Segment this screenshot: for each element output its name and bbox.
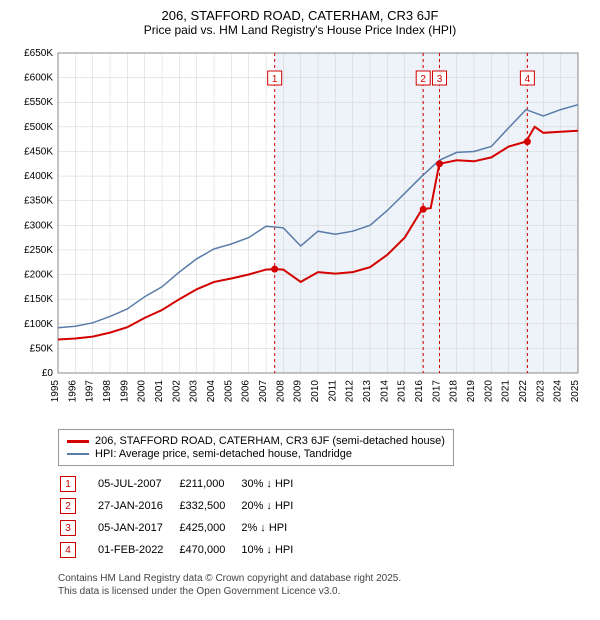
svg-text:2016: 2016 (414, 380, 425, 403)
chart-subtitle: Price paid vs. HM Land Registry's House … (8, 23, 592, 37)
chart-title: 206, STAFFORD ROAD, CATERHAM, CR3 6JF (8, 8, 592, 23)
marker-delta: 2% ↓ HPI (241, 518, 307, 538)
svg-text:2009: 2009 (293, 380, 304, 403)
svg-text:2020: 2020 (483, 380, 494, 403)
svg-text:2015: 2015 (397, 380, 408, 403)
svg-text:£300K: £300K (24, 220, 53, 231)
svg-text:£250K: £250K (24, 245, 53, 256)
svg-text:2007: 2007 (258, 380, 269, 403)
marker-id-cell: 2 (60, 496, 96, 516)
svg-text:1996: 1996 (67, 380, 78, 403)
svg-text:2008: 2008 (275, 380, 286, 403)
svg-text:1: 1 (272, 74, 278, 85)
svg-text:2005: 2005 (223, 380, 234, 403)
marker-price: £332,500 (179, 496, 239, 516)
svg-text:1998: 1998 (102, 380, 113, 403)
marker-price: £470,000 (179, 540, 239, 560)
marker-date: 27-JAN-2016 (98, 496, 177, 516)
marker-box-icon: 2 (60, 498, 76, 514)
svg-text:£600K: £600K (24, 73, 53, 84)
svg-text:£400K: £400K (24, 171, 53, 182)
svg-text:2024: 2024 (553, 380, 564, 403)
svg-text:2011: 2011 (327, 380, 338, 402)
svg-text:1999: 1999 (119, 380, 130, 403)
marker-id-cell: 1 (60, 474, 96, 494)
svg-text:£550K: £550K (24, 97, 53, 108)
legend-row-hpi: HPI: Average price, semi-detached house,… (67, 448, 445, 460)
svg-text:£0: £0 (42, 368, 54, 379)
svg-text:2022: 2022 (518, 380, 529, 403)
svg-text:2001: 2001 (154, 380, 165, 403)
legend-row-property: 206, STAFFORD ROAD, CATERHAM, CR3 6JF (s… (67, 435, 445, 447)
svg-text:2021: 2021 (501, 380, 512, 403)
legend-label-hpi: HPI: Average price, semi-detached house,… (95, 448, 352, 460)
svg-text:1997: 1997 (85, 380, 96, 403)
svg-text:2: 2 (420, 74, 426, 85)
svg-text:2017: 2017 (431, 380, 442, 403)
svg-text:£50K: £50K (30, 343, 54, 354)
marker-row: 4 01-FEB-2022£470,00010% ↓ HPI (60, 540, 307, 560)
marker-box-icon: 3 (60, 520, 76, 536)
svg-text:2000: 2000 (137, 380, 148, 403)
marker-row: 1 05-JUL-2007£211,00030% ↓ HPI (60, 474, 307, 494)
svg-text:2012: 2012 (345, 380, 356, 403)
svg-text:2014: 2014 (379, 380, 390, 403)
svg-text:2023: 2023 (535, 380, 546, 403)
marker-date: 05-JUL-2007 (98, 474, 177, 494)
svg-text:£100K: £100K (24, 319, 53, 330)
marker-id-cell: 4 (60, 540, 96, 560)
chart-legend: 206, STAFFORD ROAD, CATERHAM, CR3 6JF (s… (58, 429, 454, 466)
marker-date: 01-FEB-2022 (98, 540, 177, 560)
svg-text:2006: 2006 (241, 380, 252, 403)
svg-text:1995: 1995 (50, 380, 61, 403)
svg-text:£450K: £450K (24, 146, 53, 157)
svg-text:3: 3 (437, 74, 443, 85)
marker-delta: 30% ↓ HPI (241, 474, 307, 494)
legend-swatch-property (67, 440, 89, 443)
svg-text:£150K: £150K (24, 294, 53, 305)
marker-row: 2 27-JAN-2016£332,50020% ↓ HPI (60, 496, 307, 516)
chart-plot-area: £0 £50K £100K £150K £200K £250K £300K £350K £400… (8, 41, 592, 421)
marker-delta: 10% ↓ HPI (241, 540, 307, 560)
footer-line2: This data is licensed under the Open Gov… (58, 585, 572, 598)
svg-text:4: 4 (525, 74, 531, 85)
marker-price: £211,000 (179, 474, 239, 494)
legend-swatch-hpi (67, 453, 89, 455)
marker-row: 3 05-JAN-2017£425,0002% ↓ HPI (60, 518, 307, 538)
footer-attribution: Contains HM Land Registry data © Crown c… (58, 572, 572, 598)
svg-text:£500K: £500K (24, 122, 53, 133)
svg-text:£200K: £200K (24, 270, 53, 281)
svg-text:2004: 2004 (206, 380, 217, 403)
svg-text:2025: 2025 (570, 380, 581, 403)
marker-date: 05-JAN-2017 (98, 518, 177, 538)
footer-line1: Contains HM Land Registry data © Crown c… (58, 572, 572, 585)
marker-id-cell: 3 (60, 518, 96, 538)
marker-box-icon: 1 (60, 476, 76, 492)
svg-text:2002: 2002 (171, 380, 182, 403)
svg-text:£650K: £650K (24, 48, 53, 59)
legend-label-property: 206, STAFFORD ROAD, CATERHAM, CR3 6JF (s… (95, 435, 445, 447)
marker-delta: 20% ↓ HPI (241, 496, 307, 516)
svg-text:2019: 2019 (466, 380, 477, 403)
chart-container: 206, STAFFORD ROAD, CATERHAM, CR3 6JF Pr… (0, 0, 600, 620)
svg-text:£350K: £350K (24, 196, 53, 207)
svg-text:2003: 2003 (189, 380, 200, 403)
svg-text:2010: 2010 (310, 380, 321, 403)
svg-text:2018: 2018 (449, 380, 460, 403)
marker-table: 1 05-JUL-2007£211,00030% ↓ HPI 2 27-JAN-201… (58, 472, 309, 562)
line-chart-svg: £0 £50K £100K £150K £200K £250K £300K £350K £400… (8, 41, 592, 421)
svg-text:2013: 2013 (362, 380, 373, 403)
marker-box-icon: 4 (60, 542, 76, 558)
marker-price: £425,000 (179, 518, 239, 538)
